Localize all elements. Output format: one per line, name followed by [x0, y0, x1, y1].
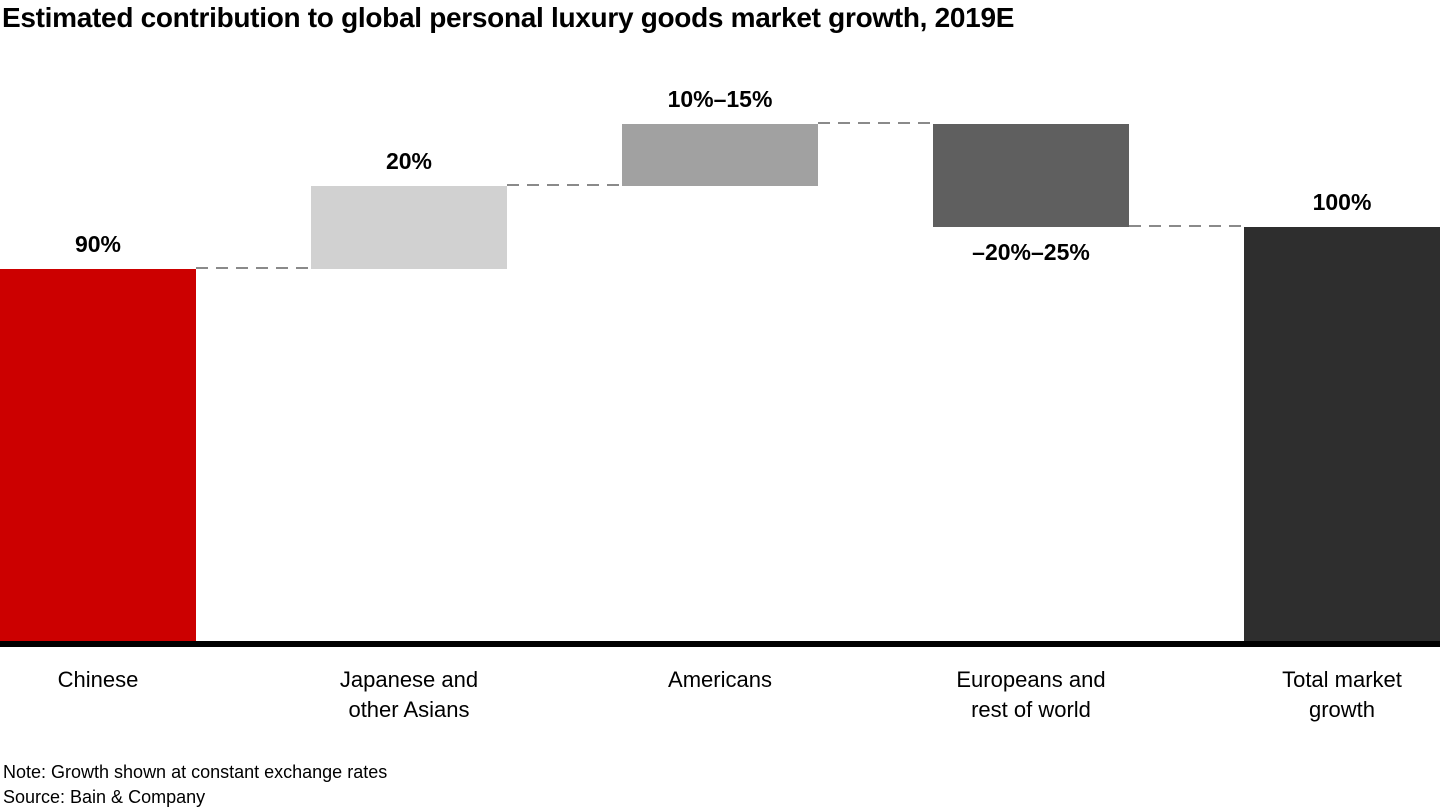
connector-europeans-rest-of-world-to-next	[1129, 225, 1244, 227]
value-label-chinese: 90%	[74, 231, 122, 257]
value-label-europeans-rest-of-world: –20%–25%	[972, 239, 1090, 265]
source-text: Source: Bain & Company	[3, 787, 206, 807]
category-label-europeans-rest-of-world: Europeans and rest of world	[956, 667, 1106, 722]
category-label-americans: Americans	[668, 667, 772, 692]
bar-total-market-growth	[1244, 227, 1440, 641]
connector-americans-to-next	[818, 122, 933, 124]
category-label-total-market-growth: Total market growth	[1282, 667, 1402, 722]
value-label-japanese-other-asians: 20%	[385, 148, 433, 174]
chart-title: Estimated contribution to global persona…	[2, 2, 1015, 33]
x-axis-line	[0, 641, 1440, 647]
value-label-americans: 10%–15%	[667, 86, 773, 112]
bar-japanese-other-asians	[311, 186, 507, 269]
connector-japanese-other-asians-to-next	[507, 184, 622, 186]
value-label-total-market-growth: 100%	[1312, 189, 1372, 215]
category-label-japanese-other-asians: Japanese and other Asians	[339, 667, 479, 722]
category-label-chinese: Chinese	[57, 667, 139, 692]
bar-europeans-rest-of-world	[933, 124, 1129, 227]
bar-americans	[622, 124, 818, 186]
bar-chinese	[0, 269, 196, 641]
connector-chinese-to-next	[196, 267, 311, 269]
note-text: Note: Growth shown at constant exchange …	[3, 762, 388, 782]
